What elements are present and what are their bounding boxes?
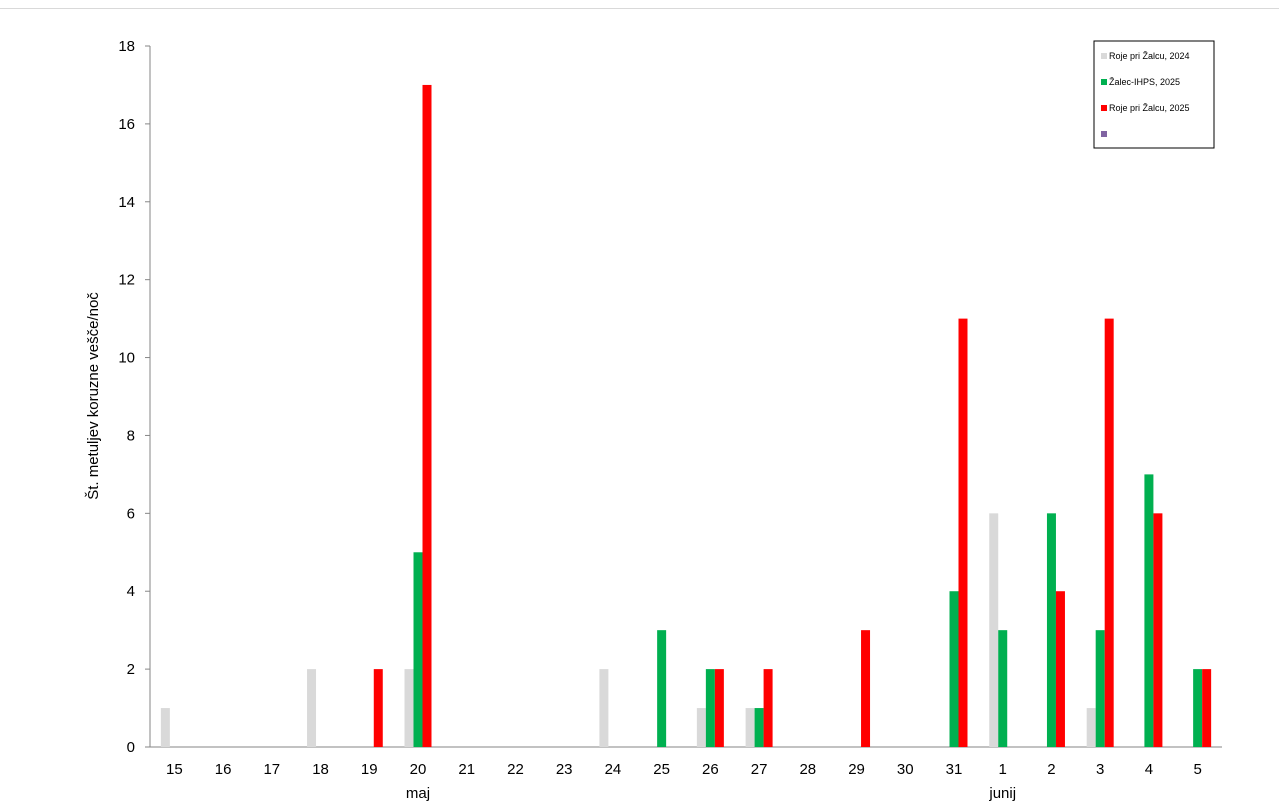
bar	[1046, 513, 1056, 747]
bar	[1202, 669, 1212, 747]
bar	[745, 708, 755, 747]
bar	[989, 513, 999, 747]
x-tick-label: 22	[507, 761, 524, 778]
bar	[404, 669, 414, 747]
bar	[373, 669, 383, 747]
x-tick-label: 17	[263, 761, 280, 778]
x-tick-label: 20	[410, 761, 427, 778]
legend-swatch	[1101, 53, 1107, 59]
bar	[1086, 708, 1096, 747]
x-tick-label: 28	[799, 761, 816, 778]
y-tick-label: 10	[118, 350, 135, 367]
y-tick-label: 18	[118, 38, 135, 55]
bar	[861, 630, 871, 747]
y-tick-label: 6	[127, 505, 135, 522]
legend: Roje pri Žalcu, 2024 Žalec-IHPS, 2025 Roje…	[1093, 40, 1215, 149]
x-tick-label: 21	[458, 761, 475, 778]
bar	[657, 630, 667, 747]
y-tick-label: 0	[127, 739, 135, 756]
x-tick-label: 29	[848, 761, 865, 778]
bar	[1104, 318, 1114, 747]
x-tick-label: 15	[166, 761, 183, 778]
y-tick-label: 8	[127, 427, 135, 444]
y-tick-label: 12	[118, 272, 135, 289]
x-tick-label: 24	[605, 761, 622, 778]
bar	[958, 318, 968, 747]
x-tick-label: 23	[556, 761, 573, 778]
bar	[413, 552, 423, 747]
y-tick-label: 4	[127, 583, 135, 600]
x-tick-label: 18	[312, 761, 329, 778]
bar	[1193, 669, 1203, 747]
bar	[1144, 474, 1154, 747]
x-tick-label: 25	[653, 761, 670, 778]
legend-entry: Žalec-IHPS, 2025	[1109, 77, 1180, 87]
bar	[1055, 591, 1065, 747]
legend-box	[1093, 40, 1215, 149]
y-tick-label: 14	[118, 194, 135, 211]
bar	[160, 708, 170, 747]
x-tick-label: 16	[215, 761, 232, 778]
y-tick-label: 16	[118, 116, 135, 133]
bar	[949, 591, 959, 747]
y-tick-label: 2	[127, 661, 135, 678]
bar	[705, 669, 715, 747]
bar	[754, 708, 764, 747]
x-tick-label: 2	[1047, 761, 1055, 778]
bar	[714, 669, 724, 747]
x-tick-label: 3	[1096, 761, 1104, 778]
bar	[696, 708, 706, 747]
x-tick-label: 4	[1145, 761, 1153, 778]
bar	[1095, 630, 1105, 747]
bar	[1153, 513, 1163, 747]
bar	[599, 669, 609, 747]
bar	[422, 84, 432, 747]
legend-entry: Roje pri Žalcu, 2024	[1109, 51, 1190, 61]
x-tick-label: 19	[361, 761, 378, 778]
y-axis-title: Št. metuljev koruzne vešče/noč	[85, 292, 102, 500]
month-label: maj	[406, 785, 430, 802]
month-label: junij	[988, 785, 1016, 802]
x-tick-label: 31	[946, 761, 963, 778]
bar	[763, 669, 773, 747]
x-tick-label: 27	[751, 761, 768, 778]
x-tick-label: 1	[999, 761, 1007, 778]
bar	[307, 669, 317, 747]
x-tick-label: 26	[702, 761, 719, 778]
legend-swatch	[1101, 131, 1107, 137]
x-tick-label: 30	[897, 761, 914, 778]
legend-swatch	[1101, 79, 1107, 85]
legend-entry: Roje pri Žalcu, 2025	[1109, 103, 1190, 113]
bar	[998, 630, 1008, 747]
legend-swatch	[1101, 105, 1107, 111]
x-tick-label: 5	[1193, 761, 1201, 778]
